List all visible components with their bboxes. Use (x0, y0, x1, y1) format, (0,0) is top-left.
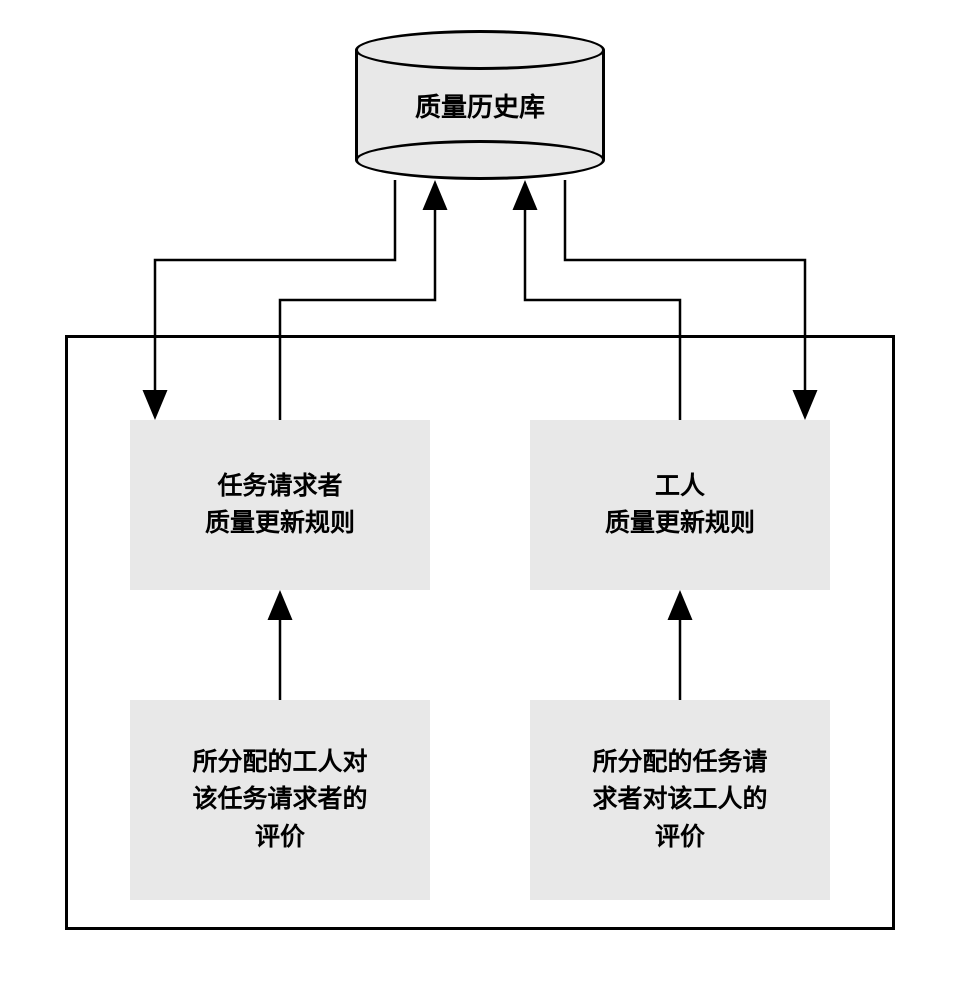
rule-box-requester: 任务请求者 质量更新规则 (130, 420, 430, 590)
eval-left-line1: 所分配的工人对 (192, 744, 367, 782)
rule-box-worker: 工人 质量更新规则 (530, 420, 830, 590)
eval-right-line1: 所分配的任务请 (592, 744, 767, 782)
flowchart-diagram: 质量历史库 任务请求者 质量更新规则 工人 质量更新规则 所分配的工人对 该任务… (0, 0, 960, 1000)
cylinder-top (355, 30, 605, 70)
database-node: 质量历史库 (355, 30, 605, 165)
rule-right-line1: 工人 (655, 468, 705, 506)
eval-left-line2: 该任务请求者的 (192, 781, 367, 819)
eval-left-line3: 评价 (255, 819, 305, 857)
eval-right-line3: 评价 (655, 819, 705, 857)
rule-left-line2: 质量更新规则 (205, 505, 355, 543)
eval-box-requester: 所分配的工人对 该任务请求者的 评价 (130, 700, 430, 900)
rule-left-line1: 任务请求者 (217, 468, 342, 506)
database-label: 质量历史库 (415, 87, 545, 124)
cylinder-bottom (355, 140, 605, 180)
eval-box-worker: 所分配的任务请 求者对该工人的 评价 (530, 700, 830, 900)
rule-right-line2: 质量更新规则 (605, 505, 755, 543)
eval-right-line2: 求者对该工人的 (592, 781, 767, 819)
